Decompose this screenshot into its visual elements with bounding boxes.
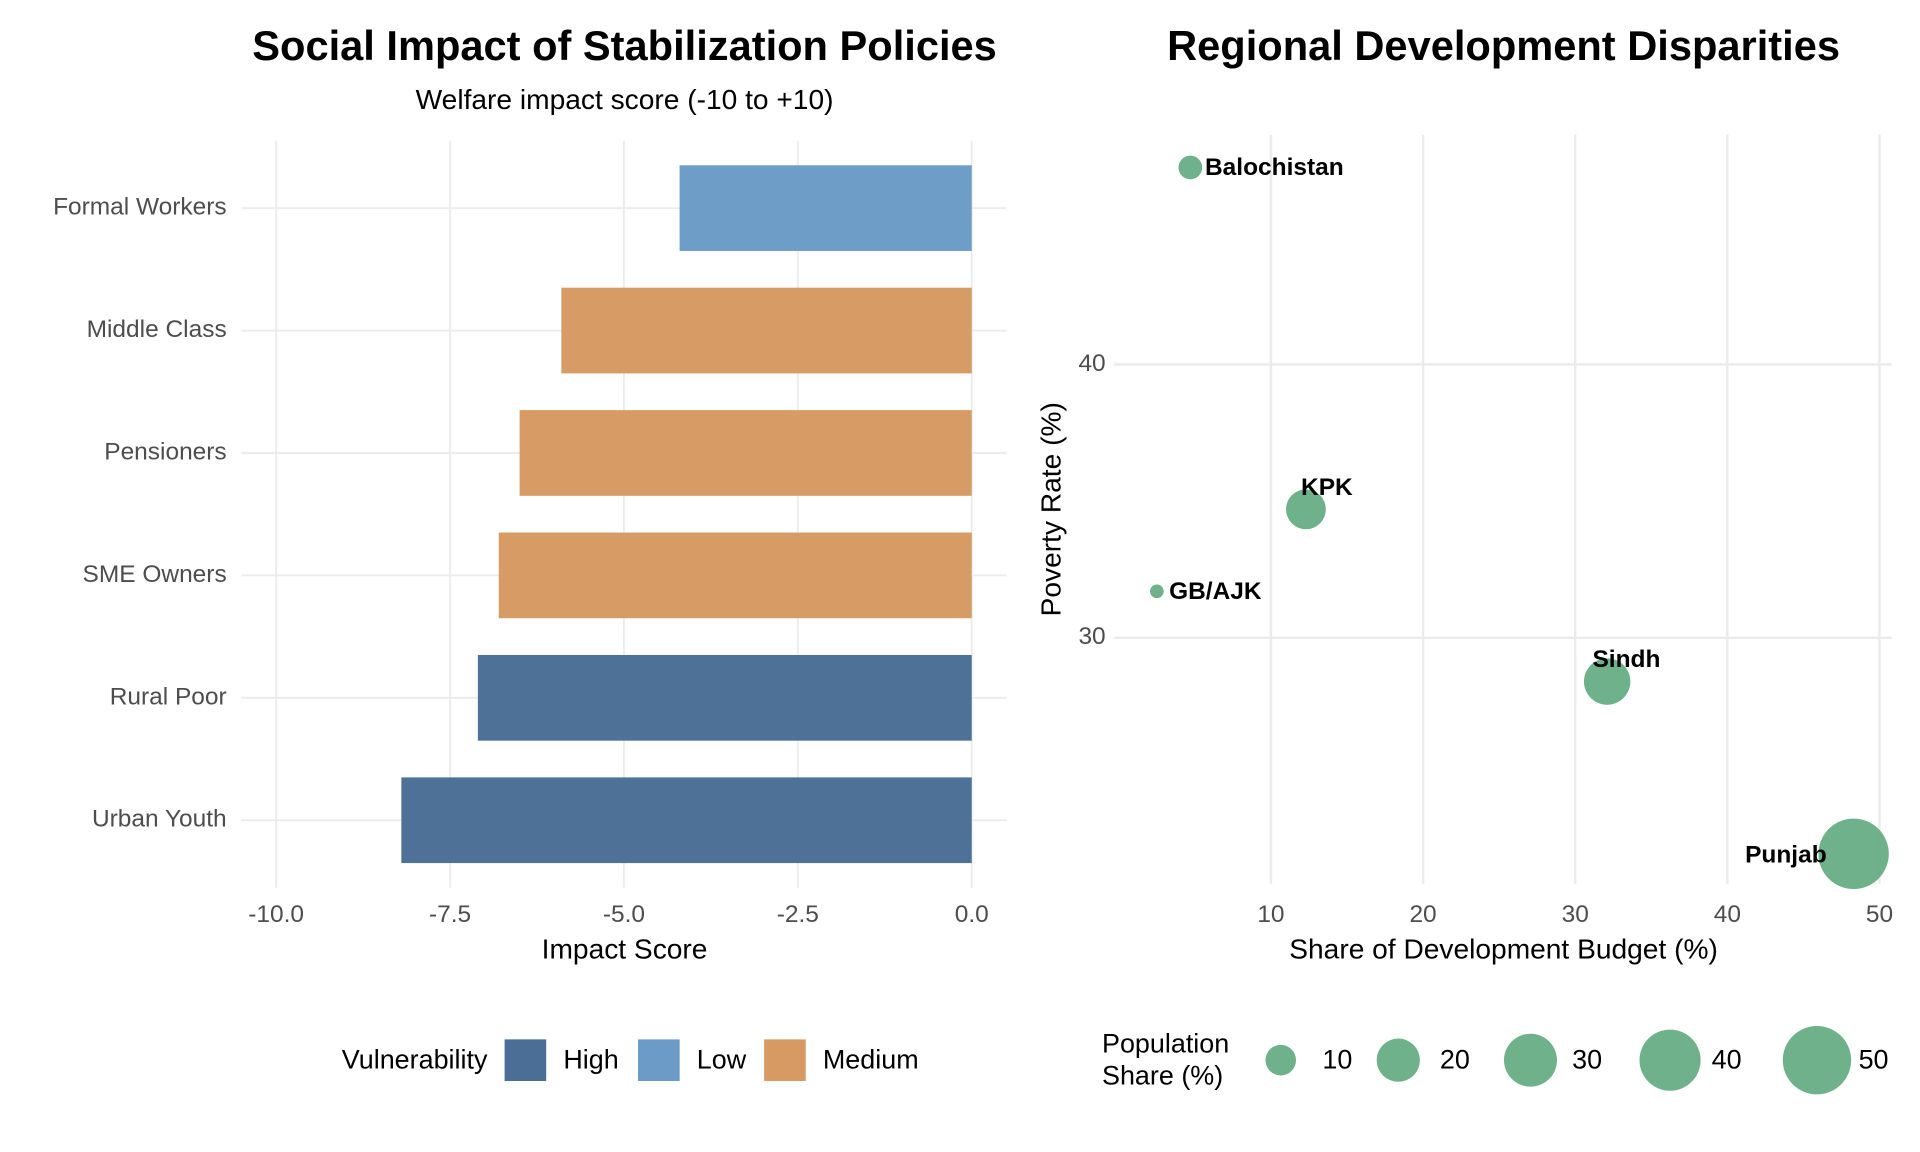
legend-key <box>1639 1029 1701 1091</box>
legend-key <box>504 1039 547 1081</box>
bar <box>561 287 972 374</box>
legend-label: 10 <box>1322 1045 1352 1075</box>
x-tick-label: -5.0 <box>603 901 645 928</box>
bubble <box>1150 584 1164 599</box>
x-tick-label: 20 <box>1409 901 1436 928</box>
bar <box>498 532 972 619</box>
y-tick-label: Urban Youth <box>92 806 227 833</box>
legend-label: High <box>563 1045 618 1075</box>
x-tick-label: 50 <box>1866 901 1893 928</box>
legend-label: Low <box>697 1045 747 1075</box>
chart-title: Regional Development Disparities <box>1167 22 1840 69</box>
y-tick-label: Rural Poor <box>110 683 227 710</box>
x-axis-label: Impact Score <box>542 934 708 965</box>
legend-label: Medium <box>823 1045 919 1075</box>
bubble <box>1285 489 1326 530</box>
x-axis-label: Share of Development Budget (%) <box>1289 934 1718 965</box>
legend-label: 20 <box>1440 1045 1470 1075</box>
point-label: Sindh <box>1592 646 1660 673</box>
x-tick-label: 30 <box>1562 901 1589 928</box>
legend-title: Vulnerability <box>342 1045 488 1075</box>
x-tick-label: 10 <box>1257 901 1284 928</box>
legend-key <box>764 1039 806 1081</box>
legend-key <box>1782 1025 1852 1095</box>
bubble <box>1818 818 1889 890</box>
point-label: KPK <box>1301 474 1353 501</box>
bar <box>679 165 972 251</box>
bar <box>519 410 972 496</box>
y-tick-label: 40 <box>1078 350 1105 377</box>
y-tick-label: Formal Workers <box>53 194 227 221</box>
bubble <box>1178 155 1203 180</box>
chart-subtitle: Welfare impact score (-10 to +10) <box>416 84 834 115</box>
legend-title: Share (%) <box>1102 1060 1223 1090</box>
y-axis-label: Poverty Rate (%) <box>1035 402 1066 616</box>
point-label: Punjab <box>1745 842 1827 869</box>
legend-key <box>1265 1044 1297 1076</box>
legend-key <box>1376 1038 1420 1082</box>
x-tick-label: -10.0 <box>248 901 304 928</box>
x-tick-label: 0.0 <box>955 901 989 928</box>
y-tick-label: SME Owners <box>83 561 227 588</box>
point-label: GB/AJK <box>1169 578 1262 605</box>
legend-label: 40 <box>1712 1045 1742 1075</box>
legend-title: Population <box>1102 1029 1229 1059</box>
legend-label: 30 <box>1572 1045 1602 1075</box>
chart-title: Social Impact of Stabilization Policies <box>252 22 997 69</box>
x-tick-label: -2.5 <box>777 901 819 928</box>
bar <box>477 654 972 741</box>
point-label: Balochistan <box>1205 154 1344 181</box>
y-tick-label: Middle Class <box>87 316 227 343</box>
bubble <box>1583 658 1631 705</box>
y-tick-label: 30 <box>1078 623 1105 650</box>
legend-label: 50 <box>1859 1045 1889 1075</box>
x-tick-label: 40 <box>1714 901 1741 928</box>
bar <box>401 777 972 864</box>
legend-key <box>1504 1033 1557 1087</box>
legend-key <box>638 1039 680 1081</box>
y-tick-label: Pensioners <box>104 438 226 465</box>
x-tick-label: -7.5 <box>429 901 471 928</box>
